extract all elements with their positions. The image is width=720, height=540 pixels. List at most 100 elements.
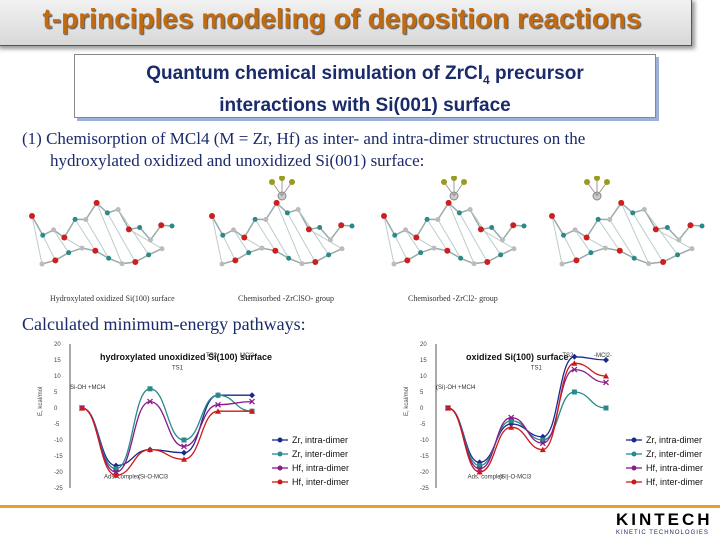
atom: [119, 261, 125, 267]
atom: [418, 250, 424, 256]
bond: [480, 228, 515, 250]
slide-title: t-principles modeling of deposition reac…: [42, 3, 642, 34]
bond: [243, 218, 256, 238]
point-label: (Si-O-MCl3: [138, 474, 169, 480]
bond: [632, 212, 664, 263]
point-label: Ads. complex: [468, 474, 504, 480]
atom: [572, 227, 578, 233]
atom: [413, 234, 420, 241]
struct-label-2: Chemisorbed -ZrClSO- group: [238, 294, 334, 303]
atom: [583, 234, 590, 241]
bond: [31, 215, 43, 265]
data-point: [445, 405, 451, 411]
data-point: [147, 398, 153, 405]
atom: [630, 210, 636, 216]
bond: [416, 237, 435, 249]
bond: [586, 237, 606, 249]
atom: [631, 255, 637, 261]
data-point: [571, 353, 578, 360]
bond: [501, 224, 514, 241]
chlorine-atom: [451, 175, 457, 181]
atom: [241, 234, 248, 241]
atom: [305, 226, 312, 233]
bond: [276, 202, 303, 264]
atom: [252, 216, 258, 222]
subtitle-box: Quantum chemical simulation of ZrCl4 pre…: [74, 54, 656, 118]
chlorine-atom: [269, 179, 275, 185]
bond: [563, 235, 577, 261]
bond: [666, 227, 680, 241]
atom: [392, 232, 398, 238]
data-point: [476, 469, 483, 475]
bond: [308, 228, 343, 250]
atom: [602, 245, 608, 251]
bond: [415, 218, 428, 238]
series-line: [447, 391, 607, 467]
atom: [219, 261, 225, 267]
bond: [149, 224, 162, 241]
bond: [585, 218, 599, 238]
atom: [146, 252, 152, 258]
bond: [620, 202, 650, 264]
data-point: [539, 440, 546, 447]
struct-label-1: Hydroxylated oxidized Si(100) surface: [50, 294, 175, 303]
atom: [559, 261, 565, 267]
atom: [561, 232, 567, 238]
bond: [458, 212, 488, 263]
data-point: [147, 446, 153, 453]
chlorine-atom: [594, 175, 600, 181]
subtitle-subscript: 4: [483, 72, 490, 87]
bond: [329, 224, 342, 241]
chart-oxidized: oxidized Si(100) surface E, kcal/mol 20 15 1…: [404, 342, 703, 492]
atom: [231, 227, 237, 233]
atom: [477, 226, 484, 233]
data-point: [508, 418, 514, 424]
y-tick-label: 5: [420, 390, 424, 396]
data-point: [571, 389, 577, 395]
bond: [286, 212, 316, 263]
atom: [699, 223, 705, 229]
bond: [437, 202, 450, 220]
bond: [139, 227, 152, 241]
y-tick-label: -15: [420, 454, 429, 460]
atom: [607, 216, 613, 222]
atom: [209, 213, 215, 219]
atom: [115, 206, 121, 212]
atom: [616, 247, 623, 254]
atom: [431, 245, 437, 251]
legend-marker: [277, 479, 283, 485]
atom: [687, 222, 694, 229]
atom: [652, 226, 659, 233]
atom: [618, 199, 625, 206]
atom: [511, 246, 517, 252]
atom: [338, 222, 345, 229]
chart-title: hydroxylated unoxidized Si(100) surface: [100, 352, 272, 362]
bond: [85, 202, 98, 220]
data-point: [508, 414, 515, 421]
y-tick-label: 20: [54, 342, 61, 348]
atom: [445, 199, 452, 206]
atom: [299, 261, 305, 267]
data-point: [215, 392, 221, 398]
bond: [265, 202, 278, 220]
data-point: [181, 437, 187, 443]
chart-unoxidized: hydroxylated unoxidized Si(100) surface E…: [38, 342, 349, 492]
atom: [83, 216, 89, 222]
atom: [339, 246, 345, 252]
bond: [96, 202, 123, 264]
atom: [660, 259, 667, 266]
legend-marker: [277, 437, 283, 443]
data-point: [249, 398, 255, 405]
data-point: [113, 466, 119, 472]
y-tick-label: -5: [420, 422, 426, 428]
data-point: [603, 373, 609, 379]
data-point: [477, 463, 483, 469]
atom: [444, 247, 451, 254]
atom: [132, 259, 139, 266]
y-tick-label: -20: [54, 470, 63, 476]
data-point: [215, 408, 221, 414]
bond: [233, 229, 250, 253]
atom: [29, 213, 35, 219]
atom: [66, 250, 72, 256]
chemisorption-paragraph: (1) Chemisorption of MCl4 (M = Zr, Hf) a…: [22, 128, 712, 172]
